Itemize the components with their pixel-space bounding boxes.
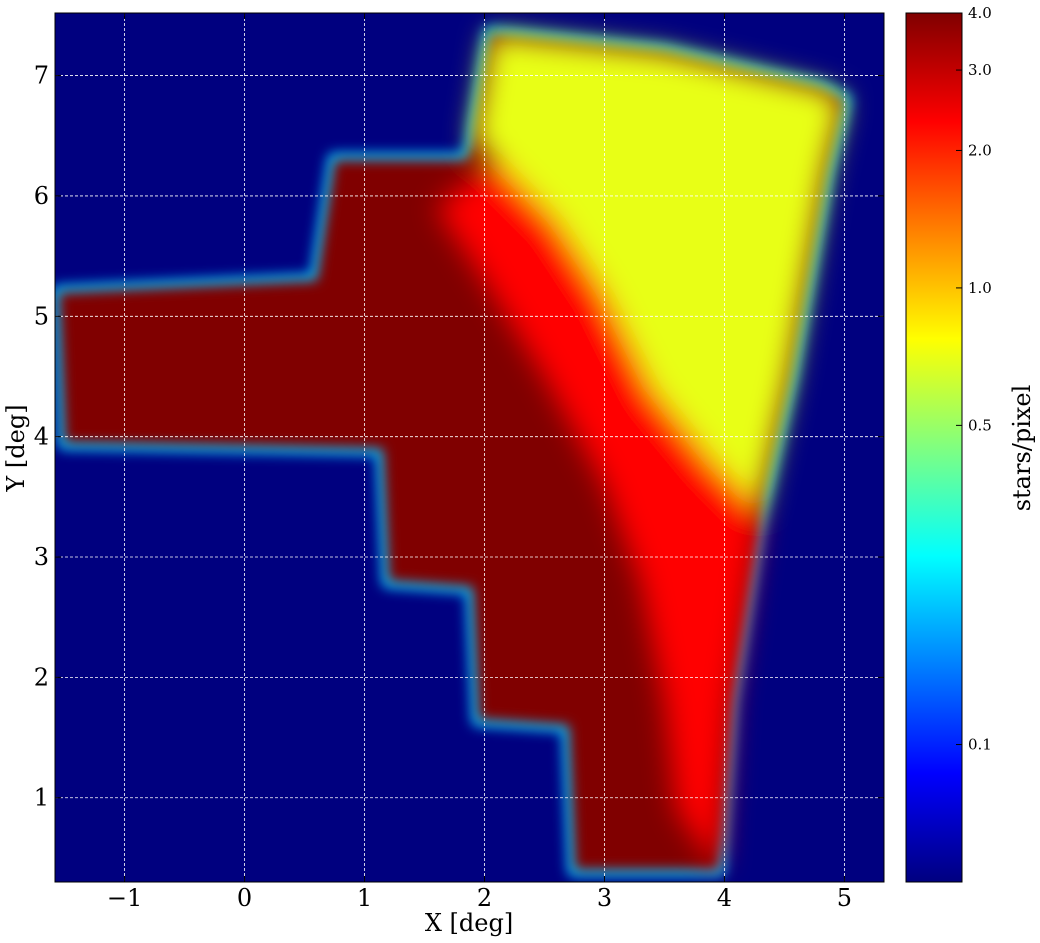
colorbar-tick-label: 4.0 [968,4,992,22]
x-tick-label: −1 [107,884,142,912]
plot-frame [54,12,885,883]
colorbar-frame [905,12,963,883]
colorbar-tick-label: 0.5 [968,416,992,434]
x-tick-label: 0 [237,884,252,912]
x-axis: −1 0 1 2 3 4 5 [107,13,852,912]
y-tick-label: 6 [34,182,49,210]
y-tick-label: 2 [34,663,49,691]
y-axis-label: Y [deg] [2,404,30,492]
y-tick-label: 5 [34,302,49,330]
density-zones [436,33,845,871]
colorbar-tick-label: 2.0 [968,141,992,159]
density-zone [472,33,845,509]
x-tick-label: 3 [597,884,612,912]
x-tick-label: 1 [357,884,372,912]
heatmap-layer [55,26,852,877]
x-tick-label: 2 [477,884,492,912]
colorbar-ticks: 0.1 0.5 1.0 2.0 3.0 4.0 [956,4,992,754]
x-tick-label: 4 [717,884,732,912]
y-tick-label: 1 [34,784,49,812]
colorbar-label: stars/pixel [1008,385,1036,512]
colorbar-tick-label: 1.0 [968,279,992,297]
x-axis-label: X [deg] [425,909,513,937]
density-zone [436,159,761,871]
y-tick-label: 7 [34,62,49,90]
colorbar-tick-label: 3.0 [968,61,992,79]
colorbar: 0.1 0.5 1.0 2.0 3.0 4.0 stars/pixel [905,4,1036,883]
grid-lines [55,13,884,882]
y-tick-label: 3 [34,543,49,571]
colorbar-gradient [906,13,962,882]
y-tick-label: 4 [34,423,49,451]
colorbar-tick-label: 0.1 [968,736,992,754]
x-tick-label: 5 [837,884,852,912]
y-axis: 1 2 3 4 5 6 7 [34,62,884,812]
